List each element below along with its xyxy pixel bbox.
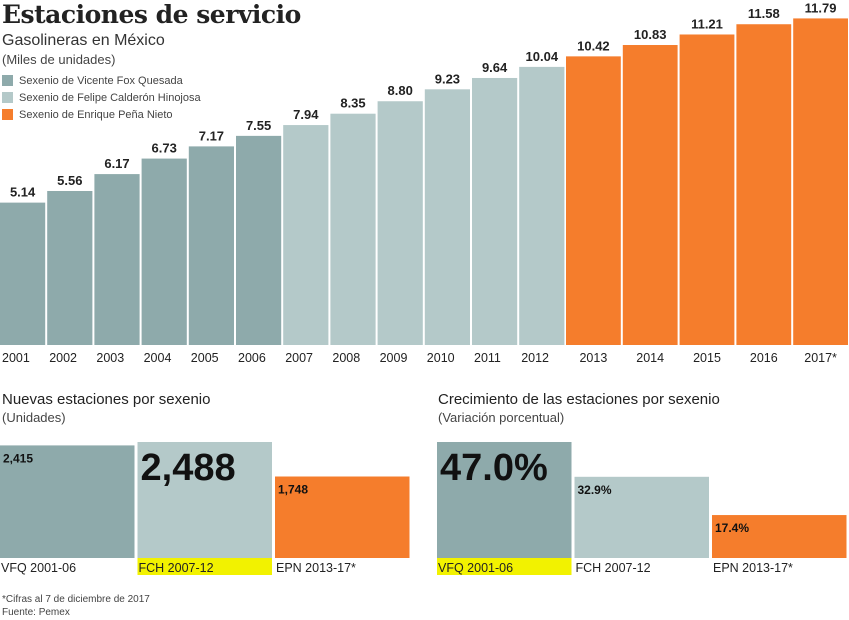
- value-label: 9.64: [482, 60, 508, 75]
- legend-label: Sexenio de Felipe Calderón Hinojosa: [19, 91, 201, 104]
- value-label: 32.9%: [578, 483, 612, 497]
- x-tick-label: 2016: [750, 351, 778, 365]
- bar-2001: [0, 202, 46, 345]
- x-tick-label: 2007: [285, 351, 313, 365]
- value-label: 10.04: [526, 49, 559, 64]
- x-tick-label: 2017*: [804, 351, 837, 365]
- legend-label: Sexenio de Enrique Peña Nieto: [19, 108, 173, 121]
- source: Fuente: Pemex: [2, 607, 70, 618]
- x-tick-label: 2015: [693, 351, 721, 365]
- value-label: 11.21: [691, 16, 723, 31]
- new-stations-unit: (Unidades): [2, 410, 66, 425]
- value-label: 7.17: [199, 128, 224, 143]
- legend-label: Sexenio de Vicente Fox Quesada: [19, 74, 183, 87]
- x-tick-label: 2004: [144, 351, 172, 365]
- bar-2012: [519, 66, 565, 345]
- bar-2009: [377, 101, 423, 346]
- x-tick-label: 2001: [2, 351, 30, 365]
- category-label: VFQ 2001-06: [1, 561, 76, 575]
- new-stations-title: Nuevas estaciones por sexenio: [2, 391, 211, 408]
- x-tick-label: 2006: [238, 351, 266, 365]
- value-label: 8.80: [388, 83, 413, 98]
- x-tick-label: 2002: [49, 351, 77, 365]
- x-tick-label: 2005: [191, 351, 219, 365]
- legend-swatch: [2, 75, 13, 86]
- value-label: 17.4%: [715, 521, 749, 535]
- bar-2003: [94, 174, 140, 345]
- x-tick-label: 2003: [96, 351, 124, 365]
- bar-2007: [283, 125, 329, 345]
- value-label: 11.58: [748, 6, 780, 21]
- bar-VFQ 2001-06: [0, 445, 135, 558]
- x-tick-label: 2014: [636, 351, 664, 365]
- bar-2011: [472, 77, 518, 346]
- value-label: 47.0%: [440, 447, 548, 489]
- bar-2010: [424, 89, 470, 345]
- x-tick-label: 2011: [474, 351, 501, 365]
- legend: Sexenio de Vicente Fox Quesada Sexenio d…: [2, 72, 201, 123]
- bar-FCH 2007-12: [574, 476, 709, 558]
- bar-2006: [236, 135, 282, 345]
- value-label: 7.94: [293, 107, 319, 122]
- growth-unit: (Variación porcentual): [438, 410, 565, 425]
- value-label: 7.55: [246, 118, 271, 133]
- value-label: 8.35: [340, 96, 365, 111]
- bar-FCH 2007-12: [137, 442, 272, 558]
- footnote: *Cifras al 7 de diciembre de 2017: [2, 594, 150, 605]
- value-label: 9.23: [435, 71, 460, 86]
- bar-EPN 2013-17*: [712, 515, 847, 558]
- value-label: 2,415: [3, 451, 33, 465]
- category-label: VFQ 2001-06: [438, 561, 513, 575]
- category-label: FCH 2007-12: [576, 561, 651, 575]
- legend-swatch: [2, 92, 13, 103]
- bar-EPN 2013-17*: [275, 476, 410, 558]
- x-tick-label: 2008: [332, 351, 360, 365]
- value-label: 5.56: [57, 173, 82, 188]
- x-tick-label: 2009: [380, 351, 408, 365]
- value-label: 5.14: [10, 185, 36, 200]
- category-label: FCH 2007-12: [139, 561, 214, 575]
- bar-2014: [622, 45, 678, 345]
- bar-2002: [47, 190, 93, 345]
- main-chart-unit: (Miles de unidades): [2, 52, 116, 67]
- highlight: [437, 558, 572, 575]
- page-title: Estaciones de servicio: [2, 0, 301, 29]
- bar-2008: [330, 113, 376, 345]
- value-label: 1,748: [278, 483, 308, 497]
- legend-item-fch: Sexenio de Felipe Calderón Hinojosa: [2, 89, 201, 106]
- bar-2017*: [793, 18, 848, 346]
- value-label: 6.73: [152, 141, 177, 156]
- bar-2004: [141, 158, 187, 345]
- legend-item-epn: Sexenio de Enrique Peña Nieto: [2, 106, 201, 123]
- bar-2005: [188, 146, 234, 345]
- highlight: [137, 558, 272, 575]
- x-tick-label: 2012: [521, 351, 549, 365]
- category-label: EPN 2013-17*: [276, 561, 356, 575]
- x-tick-label: 2010: [427, 351, 455, 365]
- category-label: EPN 2013-17*: [713, 561, 793, 575]
- value-label: 2,488: [141, 447, 236, 489]
- x-tick-label: 2013: [579, 351, 607, 365]
- bar-2013: [566, 56, 621, 346]
- bar-VFQ 2001-06: [437, 442, 572, 558]
- main-chart-title: Gasolineras en México: [2, 32, 165, 49]
- value-label: 10.83: [634, 27, 667, 42]
- value-label: 10.42: [577, 38, 610, 53]
- growth-title: Crecimiento de las estaciones por sexeni…: [438, 391, 720, 408]
- value-label: 6.17: [104, 156, 129, 171]
- legend-item-vfq: Sexenio de Vicente Fox Quesada: [2, 72, 201, 89]
- bar-2016: [736, 24, 792, 345]
- bar-2015: [679, 34, 735, 345]
- legend-swatch: [2, 109, 13, 120]
- value-label: 11.79: [805, 0, 837, 15]
